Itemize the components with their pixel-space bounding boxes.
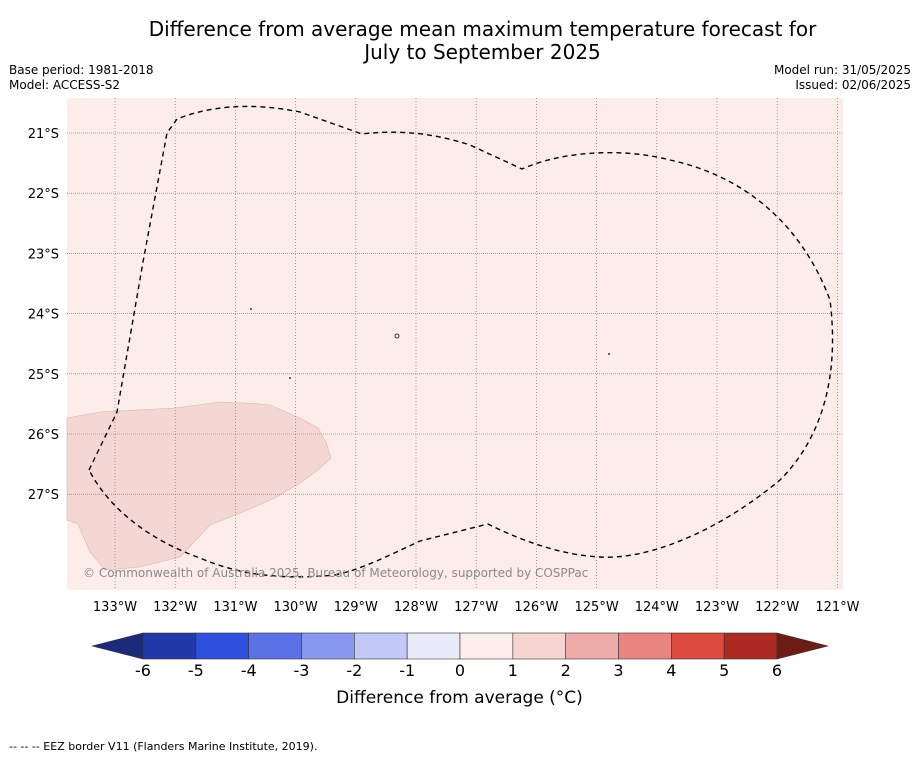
map-panel: © Commonwealth of Australia 2025, Bureau… xyxy=(66,98,843,590)
colorbar-segment xyxy=(459,632,514,660)
lon-label: 124°W xyxy=(635,600,679,615)
colorbar-under-arrow xyxy=(91,632,144,660)
chart-title: Difference from average mean maximum tem… xyxy=(0,18,919,64)
colorbar-segment xyxy=(195,632,249,660)
lon-label: 129°W xyxy=(334,600,378,615)
issued-date: Issued: 02/06/2025 xyxy=(795,78,911,92)
colorbar-segment xyxy=(354,632,408,660)
graticule xyxy=(67,98,843,590)
eez-legend-note: -- -- -- EEZ border V11 (Flanders Marine… xyxy=(9,740,318,753)
longitude-labels: 133°W 132°W 131°W 130°W 129°W 128°W 127°W 126°W… xyxy=(93,600,860,615)
colorbar-segment xyxy=(248,632,302,660)
colorbar-segment xyxy=(618,632,672,660)
meta-left: Base period: 1981-2018 Model: ACCESS-S2 xyxy=(9,63,154,93)
lat-label: 21°S xyxy=(28,127,59,142)
lon-label: 132°W xyxy=(153,600,197,615)
lon-label: 131°W xyxy=(213,600,257,615)
colorbar-segment xyxy=(142,632,197,660)
lon-label: 127°W xyxy=(454,600,498,615)
lat-label: 24°S xyxy=(28,308,59,323)
colorbar-tick-label: 6 xyxy=(772,661,782,680)
colorbar-label: Difference from average (°C) xyxy=(336,688,583,708)
island-marker xyxy=(608,353,610,355)
colorbar-tick-label: -6 xyxy=(135,661,151,680)
lon-label: 125°W xyxy=(575,600,619,615)
colorbar-tick-label: 1 xyxy=(508,661,518,680)
lon-label: 128°W xyxy=(394,600,438,615)
latitude-labels: 21°S 22°S 23°S 24°S 25°S 26°S 27°S xyxy=(28,127,59,503)
lon-label: 133°W xyxy=(93,600,137,615)
colorbar-tick-label: -1 xyxy=(399,661,415,680)
colorbar-segment xyxy=(565,632,619,660)
colorbar-segment xyxy=(406,632,461,660)
lat-label: 25°S xyxy=(28,368,59,383)
colorbar-tick-label: -2 xyxy=(346,661,362,680)
lat-label: 26°S xyxy=(28,428,59,443)
colorbar xyxy=(91,632,829,660)
island-marker xyxy=(250,308,252,310)
colorbar-segment xyxy=(301,632,355,660)
colorbar-over-arrow xyxy=(776,632,829,660)
colorbar-tick-label: 0 xyxy=(455,661,465,680)
model-name: Model: ACCESS-S2 xyxy=(9,78,121,92)
lon-label: 130°W xyxy=(274,600,318,615)
colorbar-ticks: -6 -5 -4 -3 -2 -1 0 1 2 3 4 5 6 xyxy=(135,661,782,680)
colorbar-tick-label: 4 xyxy=(666,661,676,680)
colorbar-tick-label: -5 xyxy=(188,661,204,680)
colorbar-segment xyxy=(723,632,778,660)
island-marker xyxy=(394,333,400,339)
colorbar-segment xyxy=(512,632,566,660)
lon-label: 126°W xyxy=(514,600,558,615)
title-line-1: Difference from average mean maximum tem… xyxy=(148,17,817,41)
lon-label: 123°W xyxy=(695,600,739,615)
lat-label: 22°S xyxy=(28,187,59,202)
colorbar-tick-label: 5 xyxy=(719,661,729,680)
island-marker xyxy=(289,377,291,379)
copyright-text: © Commonwealth of Australia 2025, Bureau… xyxy=(83,566,588,580)
base-period: Base period: 1981-2018 xyxy=(9,63,154,77)
lon-label: 121°W xyxy=(815,600,859,615)
lat-label: 23°S xyxy=(28,247,59,262)
lat-label: 27°S xyxy=(28,488,59,503)
lon-label: 122°W xyxy=(755,600,799,615)
colorbar-tick-label: -3 xyxy=(294,661,310,680)
meta-right: Model run: 31/05/2025 Issued: 02/06/2025 xyxy=(774,63,911,93)
model-run: Model run: 31/05/2025 xyxy=(773,63,911,77)
colorbar-tick-label: -4 xyxy=(241,661,257,680)
colorbar-segment xyxy=(671,632,725,660)
colorbar-tick-label: 3 xyxy=(613,661,623,680)
eez-border xyxy=(88,105,834,578)
title-line-2: July to September 2025 xyxy=(364,40,601,64)
colorbar-tick-label: 2 xyxy=(561,661,571,680)
anomaly-patch xyxy=(66,401,332,571)
